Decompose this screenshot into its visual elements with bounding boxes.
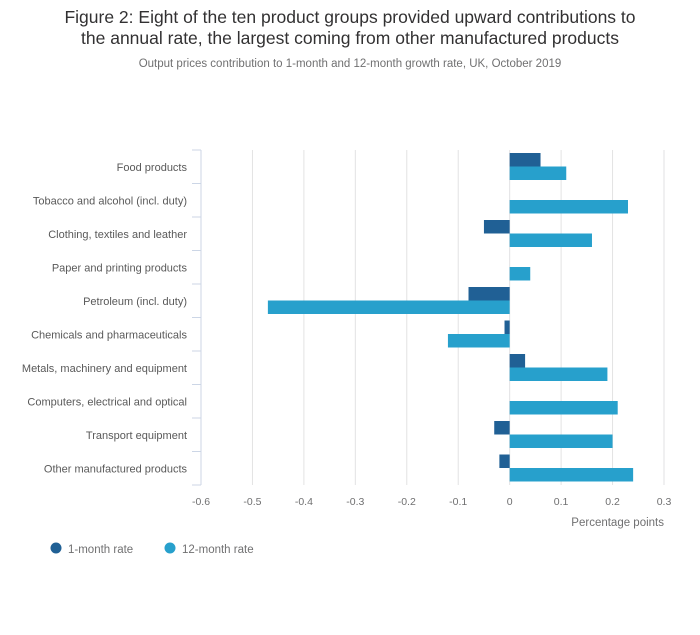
bar-12-month [447,334,510,348]
bar-12-month [509,267,531,281]
x-tick-label: 0.3 [657,496,672,508]
x-tick-labels: -0.6 -0.5 -0.4 -0.3 -0.2 -0.1 0 0.1 0.2 0.3 [192,496,671,508]
bar-1-month [509,153,541,167]
category-label: Chemicals and pharmaceuticals [31,329,187,341]
bar-1-month [499,454,510,468]
category-label: Metals, machinery and equipment [22,363,187,375]
x-tick-label: -0.4 [295,496,313,508]
bar-12-month [509,200,628,214]
category-label: Clothing, textiles and leather [48,229,187,241]
bar-1-month [468,287,510,301]
bar-1-month [504,320,510,334]
legend-item[interactable]: 12-month rate [164,542,254,557]
chart-title: Figure 2: Eight of the ten product group… [0,7,700,49]
category-label: Paper and printing products [52,262,188,274]
legend: 1-month rate 12-month rate [50,542,254,557]
bar-1-month [494,421,510,435]
chart-title-line-1: Figure 2: Eight of the ten product group… [64,7,636,27]
category-label: Transport equipment [86,430,187,442]
bar-12-month [509,434,613,448]
category-label: Food products [117,162,188,174]
x-tick-label: 0.1 [554,496,569,508]
bar-12-month [509,233,592,247]
chart-subtitle: Output prices contribution to 1-month an… [138,58,562,70]
category-label: Tobacco and alcohol (incl. duty) [33,195,187,207]
x-tick-label: -0.1 [449,496,467,508]
x-tick-label: -0.6 [192,496,210,508]
legend-label: 1-month rate [68,544,133,556]
category-label: Other manufactured products [44,463,188,475]
category-label: Petroleum (incl. duty) [83,296,187,308]
category-labels: Food products Tobacco and alcohol (incl. … [22,162,188,476]
x-axis-title: Percentage points [571,517,664,529]
x-tick-label: 0 [507,496,513,508]
chart-title-line-2: the annual rate, the largest coming from… [81,28,619,48]
bars [267,153,634,482]
bar-1-month [509,354,526,368]
bar-12-month [509,166,567,180]
x-tick-label: 0.2 [605,496,620,508]
x-tick-label: -0.3 [346,496,364,508]
bar-12-month [509,401,618,415]
category-label: Computers, electrical and optical [27,396,187,408]
bar-12-month [267,300,510,314]
x-tick-label: -0.5 [243,496,261,508]
legend-marker-icon [50,542,62,554]
bar-12-month [509,468,634,482]
x-tick-label: -0.2 [398,496,416,508]
y-axis [192,149,202,486]
legend-item[interactable]: 1-month rate [50,542,134,557]
bar-1-month [483,220,510,234]
legend-marker-icon [164,542,176,554]
bar-12-month [509,367,608,381]
legend-label: 12-month rate [182,544,254,556]
